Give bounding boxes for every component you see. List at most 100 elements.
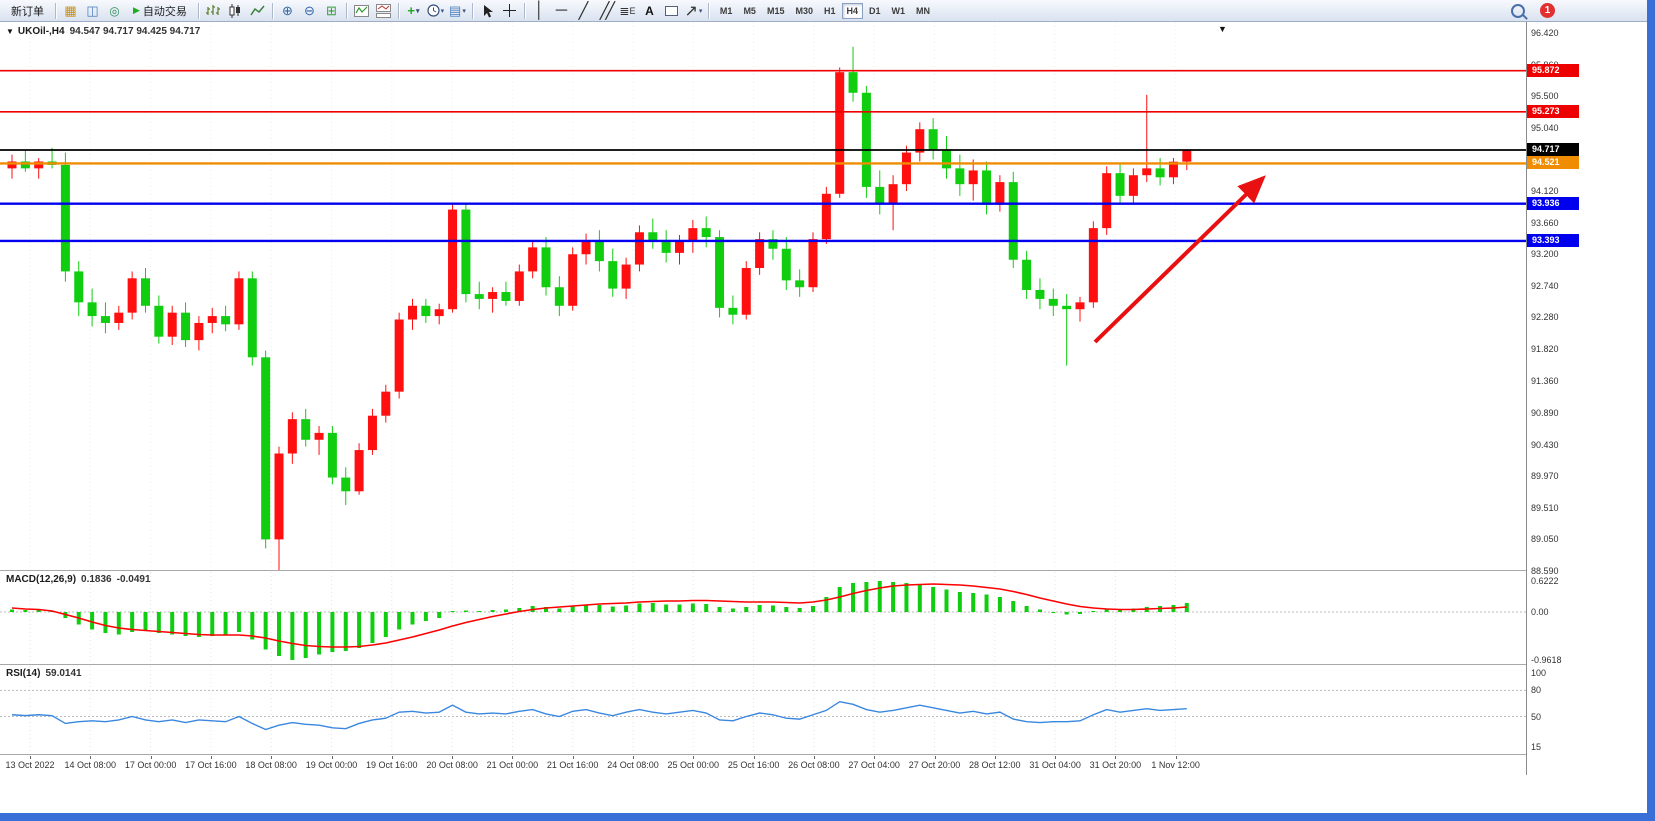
crosshair-icon[interactable]: [499, 2, 520, 20]
candlestick: [367, 408, 377, 455]
time-label: 25 Oct 00:00: [667, 760, 720, 770]
candlestick: [261, 350, 271, 549]
label-box: [664, 5, 678, 16]
notification-badge[interactable]: 1: [1540, 3, 1555, 18]
macd-histogram-bar: [263, 612, 268, 650]
axis-label: 95.040: [1531, 122, 1559, 133]
macd-panel[interactable]: [0, 572, 1526, 664]
macd-histogram-bar: [824, 597, 829, 612]
indicator-windows-icon[interactable]: [373, 2, 394, 20]
tab-timeframe-w1[interactable]: W1: [887, 3, 911, 19]
tab-timeframe-d1[interactable]: D1: [864, 3, 886, 19]
candlestick: [7, 154, 17, 179]
main-chart[interactable]: [0, 22, 1526, 570]
vertical-line-icon[interactable]: │: [534, 1, 545, 19]
bar-chart-icon[interactable]: [203, 2, 224, 20]
chart-shift-marker-icon[interactable]: ▼: [1218, 24, 1227, 34]
panel-separator[interactable]: [0, 664, 1655, 666]
chart-expand-icon[interactable]: ▼: [6, 27, 14, 36]
tab-timeframe-m1[interactable]: M1: [715, 3, 738, 19]
candlestick-chart-icon[interactable]: [225, 2, 246, 20]
horizontal-line-icon[interactable]: ─: [555, 1, 568, 19]
panel-separator[interactable]: [0, 570, 1655, 572]
fibonacci-icon[interactable]: ≣ E: [619, 3, 636, 18]
trend-arrow[interactable]: [1093, 175, 1266, 344]
zoom-out-icon[interactable]: ⊖: [303, 2, 315, 18]
macd-histogram-bar: [116, 612, 121, 635]
candlestick: [154, 295, 164, 344]
price-badge: 93.936: [1527, 196, 1579, 210]
candlestick: [808, 232, 818, 293]
tab-timeframe-m15[interactable]: M15: [762, 3, 790, 19]
candlestick: [87, 288, 97, 327]
text-icon[interactable]: A: [645, 3, 654, 18]
candlestick: [114, 305, 124, 330]
navigator-icon[interactable]: ◎: [109, 3, 120, 18]
new-order-button[interactable]: 新订单: [4, 2, 51, 20]
data-window-icon[interactable]: ◫: [86, 2, 99, 18]
tab-timeframe-m30[interactable]: M30: [790, 3, 818, 19]
trendline-icon[interactable]: ╱: [578, 2, 589, 20]
candlestick: [688, 219, 698, 253]
candlestick: [341, 467, 351, 506]
line-chart-icon[interactable]: [247, 2, 268, 20]
time-label: 31 Oct 04:00: [1029, 760, 1081, 770]
templates-icon[interactable]: ▤ ▾: [449, 2, 466, 18]
arrows-icon[interactable]: ↗ ▾: [684, 2, 703, 20]
tab-timeframe-h4[interactable]: H4: [841, 2, 864, 19]
candlestick: [421, 298, 431, 323]
time-label: 17 Oct 16:00: [185, 760, 237, 770]
axis-label: 92.280: [1531, 312, 1559, 323]
candlestick: [181, 302, 191, 348]
rsi-panel[interactable]: [0, 666, 1526, 754]
macd-histogram-bar: [744, 607, 749, 612]
macd-histogram-bar: [183, 612, 188, 636]
tab-timeframe-mn[interactable]: MN: [911, 3, 935, 19]
equidistant-channel-icon[interactable]: ╱╱: [599, 2, 615, 20]
time-tick: [271, 756, 273, 759]
candlestick: [768, 230, 778, 260]
periods-icon[interactable]: ▾: [425, 2, 446, 20]
panel-separator[interactable]: [0, 754, 1655, 756]
add-indicator-icon[interactable]: + ▾: [407, 3, 420, 18]
macd-histogram-bar: [1024, 606, 1029, 612]
candlestick: [1142, 94, 1152, 183]
time-axis[interactable]: 13 Oct 2022 14 Oct 08:00 17 Oct 00:00 17 Oc…: [0, 756, 1526, 776]
candlestick: [741, 261, 751, 320]
macd-histogram-bar: [984, 594, 989, 612]
grid-icon[interactable]: ⊞: [325, 2, 337, 18]
indicators-icon[interactable]: [351, 2, 372, 20]
price-badge: 93.393: [1527, 233, 1579, 247]
candlestick: [301, 408, 311, 447]
macd-histogram-bar: [877, 581, 882, 612]
axis-label: 0.00: [1531, 607, 1549, 617]
time-tick: [150, 756, 152, 759]
tab-timeframe-h1[interactable]: H1: [819, 3, 841, 19]
macd-histogram-bar: [490, 610, 495, 612]
axis-label: 91.820: [1531, 344, 1559, 355]
text-label-icon[interactable]: [661, 2, 682, 20]
time-label: 14 Oct 08:00: [64, 760, 117, 770]
candlestick: [821, 186, 831, 244]
candlestick: [408, 298, 417, 330]
candlestick: [141, 267, 150, 313]
macd-histogram-bar: [10, 609, 14, 612]
axis-label: 95.500: [1531, 91, 1559, 102]
candlestick: [715, 230, 725, 318]
cursor-icon[interactable]: [477, 2, 498, 20]
macd-histogram-bar: [290, 612, 295, 660]
axis-label: 93.200: [1531, 249, 1559, 260]
macd-histogram-bar: [797, 608, 802, 612]
macd-main-value: 0.1836: [81, 574, 112, 585]
market-watch-icon[interactable]: ▦: [64, 2, 77, 18]
price-axis[interactable]: 96.42095.96095.50095.04094.58094.12093.6…: [1527, 22, 1647, 775]
macd-histogram-bar: [250, 612, 255, 640]
search-icon[interactable]: [1507, 2, 1528, 20]
auto-trading-button[interactable]: ▶ 自动交易: [126, 2, 194, 20]
tab-timeframe-m5[interactable]: M5: [738, 3, 761, 19]
macd-histogram-bar: [437, 612, 442, 618]
zoom-in-icon[interactable]: ⊕: [281, 2, 293, 18]
axis-label: 92.740: [1531, 280, 1559, 291]
macd-histogram-bar: [223, 612, 228, 635]
